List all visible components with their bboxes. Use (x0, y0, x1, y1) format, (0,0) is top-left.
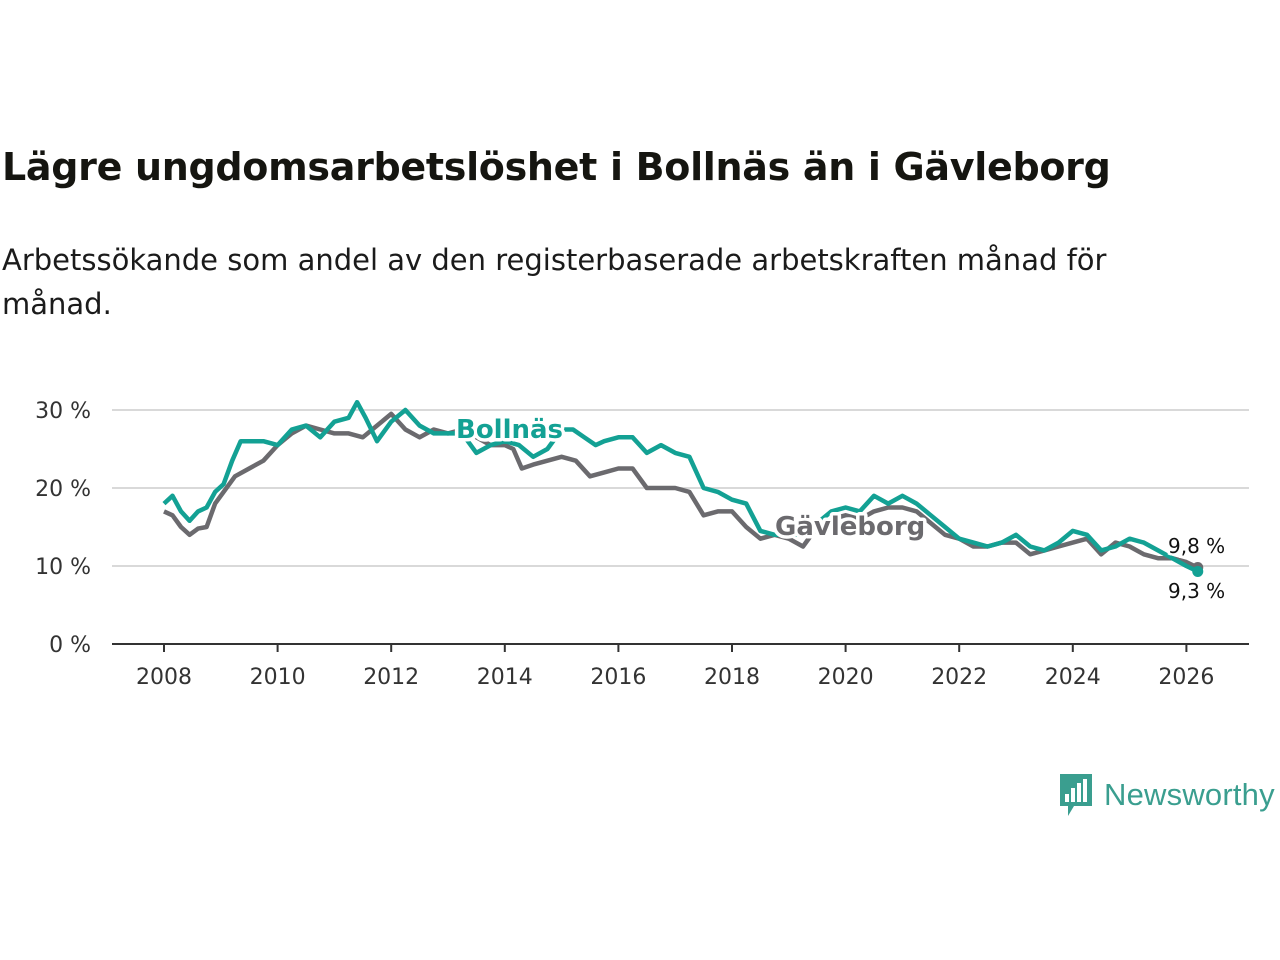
y-tick-label: 30 % (35, 399, 91, 424)
x-tick-label: 2010 (250, 665, 306, 690)
y-tick-label: 0 % (49, 633, 91, 658)
y-tick-label: 10 % (35, 555, 91, 580)
x-tick-label: 2024 (1045, 665, 1101, 690)
y-axis-ticks: 0 % 10 % 20 % 30 % (35, 399, 91, 658)
x-tick-label: 2016 (590, 665, 646, 690)
x-tick-label: 2018 (704, 665, 760, 690)
end-value-gavleborg: 9,8 % (1168, 534, 1225, 558)
series-label-gavleborg: Gävleborg (775, 512, 925, 542)
line-chart: 0 % 10 % 20 % 30 % 2008 2010 2012 2014 2016 2018… (35, 399, 1249, 690)
x-tick-label: 2020 (818, 665, 874, 690)
newsworthy-chart-icon (1060, 774, 1092, 816)
series-line-bollns (162, 399, 1199, 574)
x-tick-label: 2022 (931, 665, 987, 690)
end-value-bollnas: 9,3 % (1168, 579, 1225, 603)
newsworthy-logo: Newsworthy (1058, 772, 1275, 818)
series-labels: Bollnäs Gävleborg 9,8 % 9,3 % (453, 412, 1228, 606)
series-lines (162, 399, 1204, 577)
x-tick-label: 2008 (136, 665, 192, 690)
x-tick-label: 2026 (1158, 665, 1214, 690)
y-tick-label: 20 % (35, 477, 91, 502)
chart-title: Lägre ungdomsarbetslöshet i Bollnäs än i… (2, 145, 1111, 189)
chart-subtitle: Arbetssökande som andel av den registerb… (2, 243, 1107, 321)
x-tick-label: 2012 (363, 665, 419, 690)
x-axis-ticks: 2008 2010 2012 2014 2016 2018 2020 2022 2024 2026 (136, 644, 1214, 690)
brand-name: Newsworthy (1104, 777, 1275, 812)
end-point-bollns (1192, 565, 1204, 577)
x-tick-label: 2014 (477, 665, 533, 690)
series-label-bollnas: Bollnäs (456, 415, 563, 445)
